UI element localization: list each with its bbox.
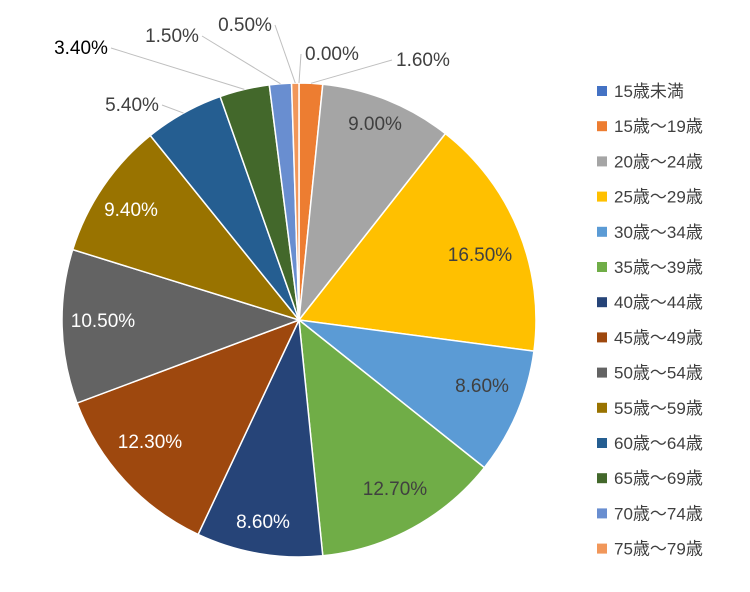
data-label-12: 3.40%: [54, 38, 108, 59]
legend-item: 75歳〜79歳: [597, 540, 703, 559]
legend-item: 45歳〜49歳: [597, 328, 703, 347]
legend-item: 15歳〜19歳: [597, 117, 703, 136]
legend-item: 60歳〜64歳: [597, 434, 703, 453]
legend-label: 45歳〜49歳: [614, 328, 703, 347]
legend-swatch: [597, 438, 607, 448]
leader-line-2: [310, 59, 393, 84]
pie-slice-4: [297, 132, 537, 353]
legend-swatch: [597, 402, 607, 413]
pie-slice-8: [76, 318, 301, 536]
data-label-4: 16.50%: [448, 245, 513, 266]
data-label-3: 9.00%: [348, 114, 402, 135]
leader-line-11: [161, 104, 184, 114]
legend-label: 15歳未満: [614, 82, 684, 101]
legend-item: 35歳〜39歳: [597, 258, 703, 277]
pie-slices: [61, 82, 537, 558]
legend-swatch: [597, 226, 607, 237]
pie-slice-7: [197, 317, 324, 558]
data-label-2: 1.60%: [396, 50, 450, 71]
data-label-6: 12.70%: [363, 479, 428, 500]
leader-line-13: [201, 35, 281, 85]
data-label-5: 8.60%: [455, 376, 509, 397]
legend-label: 20歳〜24歳: [614, 152, 703, 171]
legend-label: 35歳〜39歳: [614, 258, 703, 277]
data-labels: 0.00% 1.60% 9.00% 16.50% 8.60% 12.70% 8.60% 12.…: [54, 15, 512, 533]
legend-label: 70歳〜74歳: [614, 504, 703, 523]
data-label-10: 9.40%: [104, 200, 158, 221]
legend-swatch: [597, 262, 607, 272]
pie-slice-6: [298, 318, 486, 557]
legend-swatch: [597, 121, 607, 132]
legend-swatch: [597, 473, 607, 484]
leader-lines: [110, 24, 393, 114]
legend-label: 40歳〜44歳: [614, 293, 703, 312]
legend-swatch: [597, 191, 607, 202]
pie-slice-14: [290, 82, 300, 321]
data-label-14: 0.50%: [218, 15, 272, 36]
legend-swatch: [597, 156, 607, 167]
legend-item: 25歳〜29歳: [597, 188, 703, 207]
data-label-8: 12.30%: [118, 432, 183, 453]
legend-label: 65歳〜69歳: [614, 469, 703, 488]
legend-item: 50歳〜54歳: [597, 364, 703, 383]
data-label-13: 1.50%: [145, 26, 199, 47]
legend-swatch: [597, 297, 607, 308]
legend-label: 75歳〜79歳: [614, 540, 703, 559]
leader-line-12: [110, 47, 245, 90]
legend-item: 30歳〜34歳: [597, 223, 703, 242]
legend-item: 55歳〜59歳: [597, 399, 703, 418]
legend-swatch: [597, 508, 607, 519]
data-label-11: 5.40%: [105, 95, 159, 116]
legend-swatch: [597, 86, 607, 96]
legend-label: 50歳〜54歳: [614, 364, 703, 383]
leader-line-1: [298, 53, 302, 84]
pie-slice-10: [71, 134, 302, 322]
data-label-9: 10.50%: [71, 311, 136, 332]
legend-label: 55歳〜59歳: [614, 399, 703, 418]
legend-item: 20歳〜24歳: [597, 152, 703, 171]
legend: 15歳未満 15歳〜19歳 20歳〜24歳 25歳〜29歳 30歳〜34歳 35歳〜39歳…: [597, 82, 703, 559]
pie-slice-3: [297, 83, 447, 323]
legend-item: 70歳〜74歳: [597, 504, 703, 523]
legend-label: 60歳〜64歳: [614, 434, 703, 453]
legend-item: 65歳〜69歳: [597, 469, 703, 488]
data-label-1: 0.00%: [305, 44, 359, 65]
legend-swatch: [597, 543, 607, 554]
legend-label: 30歳〜34歳: [614, 223, 703, 242]
legend-item: 40歳〜44歳: [597, 293, 703, 312]
legend-item: 15歳未満: [597, 82, 684, 101]
legend-swatch: [597, 332, 607, 343]
data-label-7: 8.60%: [236, 512, 290, 533]
legend-swatch: [597, 367, 607, 378]
pie-slice-5: [296, 318, 535, 469]
legend-label: 25歳〜29歳: [614, 188, 703, 207]
leader-line-14: [274, 24, 296, 84]
legend-label: 15歳〜19歳: [614, 117, 703, 136]
pie-slice-9: [61, 248, 302, 405]
